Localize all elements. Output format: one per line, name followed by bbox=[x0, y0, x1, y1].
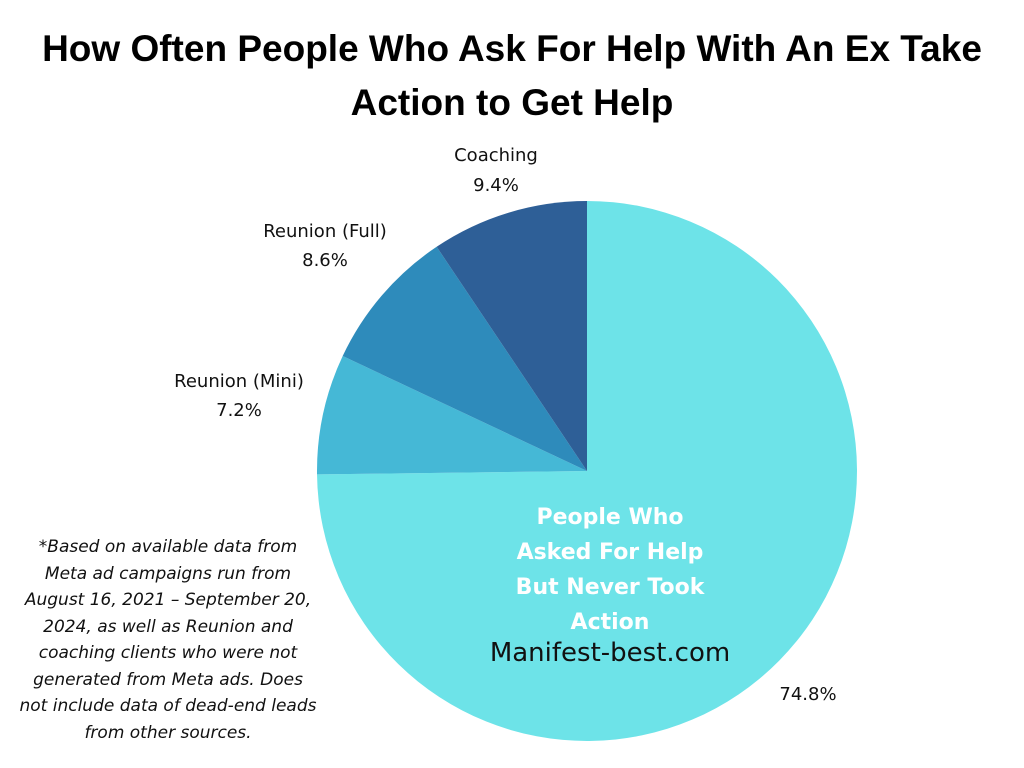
pie-slice bbox=[317, 201, 857, 741]
pie-slice bbox=[436, 201, 587, 471]
watermark: Manifest-best.com bbox=[489, 638, 731, 668]
chart-title: How Often People Who Ask For Help With A… bbox=[42, 28, 982, 123]
value-label: 9.4% bbox=[473, 175, 519, 196]
pie-slice bbox=[342, 246, 587, 471]
slice-label: Reunion (Mini) bbox=[174, 371, 304, 392]
footnote: *Based on available data from Meta ad ca… bbox=[19, 537, 317, 743]
pie-slice bbox=[317, 356, 587, 475]
value-label: 8.6% bbox=[302, 250, 348, 271]
slice-label: People Who Asked For Help But Never Took… bbox=[515, 505, 705, 635]
value-label: 74.8% bbox=[779, 684, 836, 705]
slice-label: Reunion (Full) bbox=[263, 221, 387, 242]
slice-label: Coaching bbox=[454, 145, 538, 166]
value-label: 7.2% bbox=[216, 400, 262, 421]
